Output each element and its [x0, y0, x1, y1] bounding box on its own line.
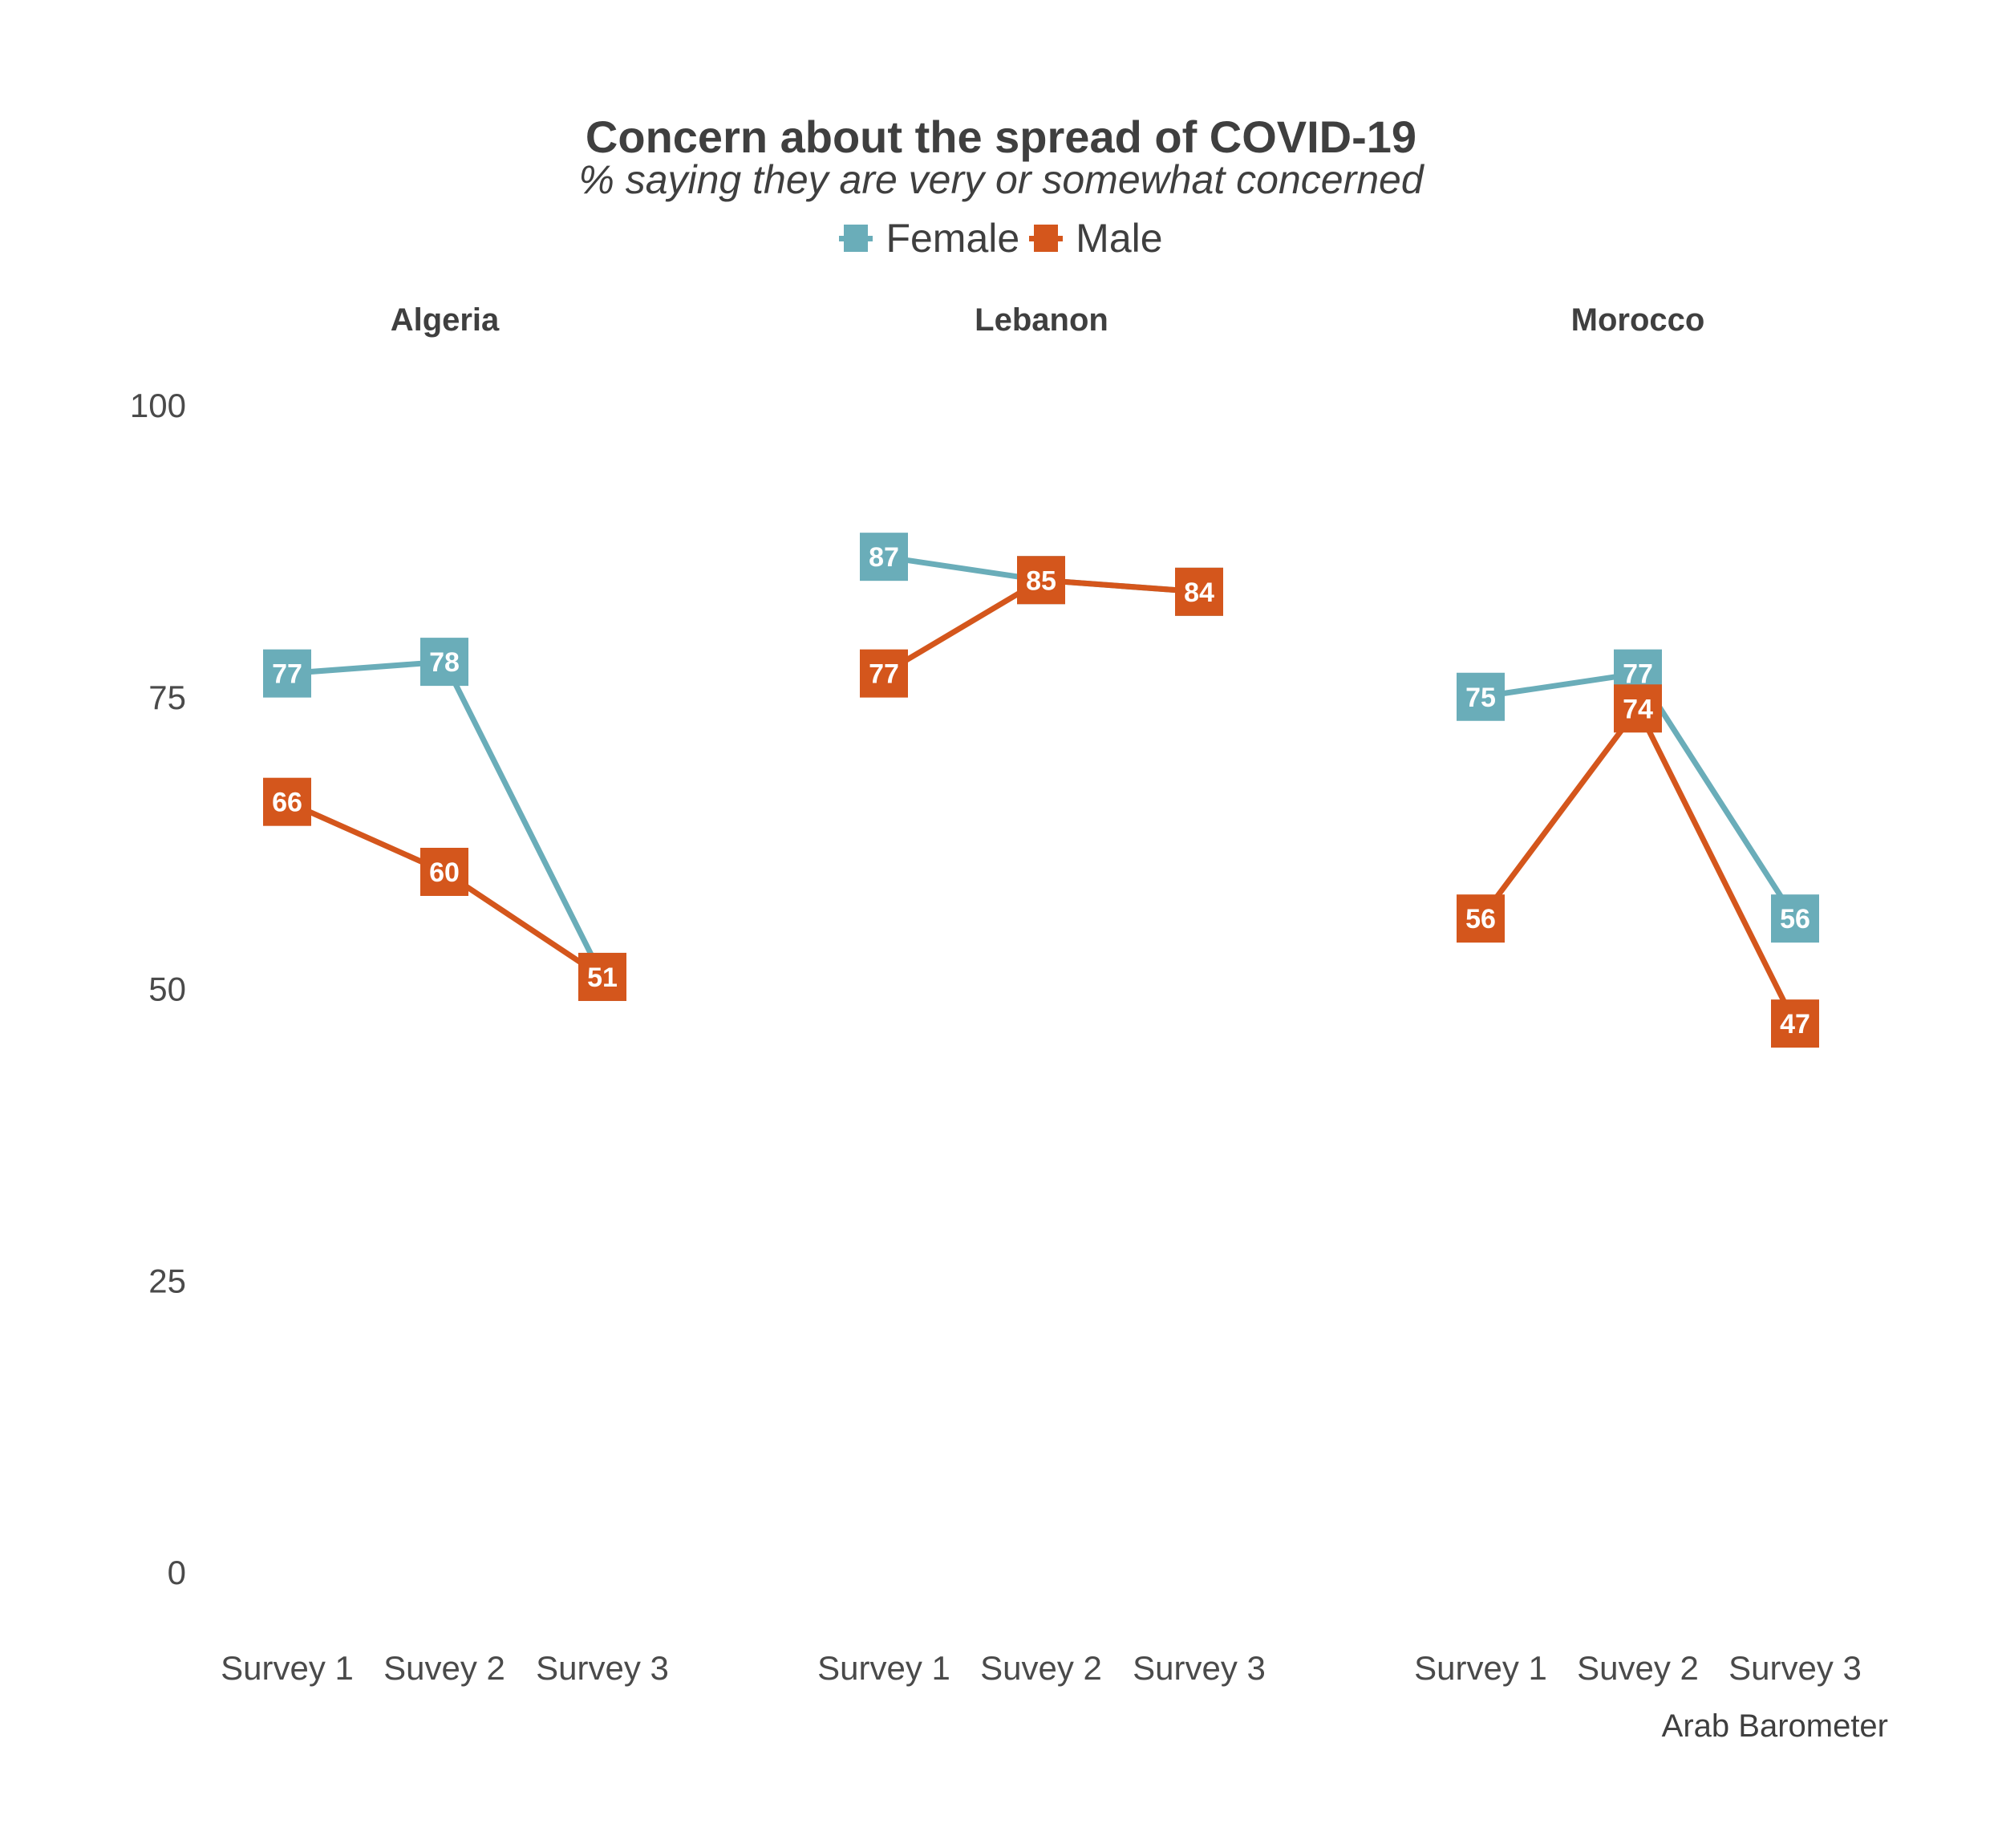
chart-caption: Arab Barometer [1661, 1708, 1888, 1744]
data-label: 51 [587, 962, 618, 993]
data-label: 77 [272, 659, 302, 690]
data-point-male [860, 649, 908, 698]
legend-label-female: Female [886, 216, 1020, 261]
data-label: 84 [1184, 578, 1214, 608]
data-point-female [420, 638, 468, 687]
x-tick-label: Suvey 2 [1577, 1649, 1699, 1687]
data-point-male [1457, 894, 1505, 943]
data-point-male [578, 952, 626, 1001]
y-tick-label: 0 [168, 1554, 186, 1591]
data-label: 77 [869, 659, 899, 690]
legend: Female Male [0, 215, 2002, 261]
panel-title: Morocco [1571, 302, 1705, 338]
data-point-female [860, 533, 908, 582]
series-line-male [1477, 705, 1798, 1027]
data-label: 56 [1780, 904, 1810, 934]
data-point-male [420, 848, 468, 896]
data-point-male [1017, 556, 1065, 605]
data-point-male [263, 777, 311, 826]
x-tick-label: Survey 3 [1728, 1649, 1862, 1687]
x-tick-label: Survey 1 [817, 1649, 950, 1687]
legend-item-male: Male [1029, 215, 1163, 261]
chart-subtitle: % saying they are very or somewhat conce… [578, 157, 1424, 202]
data-label: 87 [869, 542, 899, 573]
y-tick-label: 75 [148, 679, 186, 716]
y-tick-label: 100 [130, 387, 186, 424]
data-point-female [1771, 894, 1819, 943]
data-label: 47 [1780, 1009, 1810, 1040]
x-tick-label: Survey 1 [1414, 1649, 1547, 1687]
data-label: 74 [1623, 694, 1653, 724]
data-point-male [1175, 567, 1223, 616]
data-point-male [1614, 684, 1662, 733]
x-tick-label: Survey 3 [1133, 1649, 1266, 1687]
series-line-female [284, 659, 606, 980]
data-label: 75 [1465, 683, 1496, 713]
data-label: 78 [429, 647, 460, 678]
panel-title: Lebanon [975, 302, 1108, 338]
y-tick-label: 50 [148, 971, 186, 1008]
panel-title: Algeria [391, 302, 500, 338]
panel-algeria: Algeria Survey 1 Suvey 2 Survey 3 77 78 51 66 60… [221, 302, 669, 1687]
x-tick-label: Survey 3 [536, 1649, 669, 1687]
x-tick-label: Survey 1 [221, 1649, 354, 1687]
data-label: 56 [1465, 904, 1496, 934]
y-tick-label: 25 [148, 1262, 186, 1299]
chart-title: Concern about the spread of COVID-19 [585, 111, 1417, 162]
legend-key-male [1029, 225, 1064, 252]
legend-key-female [839, 225, 873, 252]
data-label: 85 [1026, 565, 1056, 596]
legend-item-female: Female [839, 215, 1019, 261]
data-point-male [1771, 999, 1819, 1048]
data-label: 66 [272, 788, 302, 818]
data-point-female [1457, 672, 1505, 721]
data-label: 60 [429, 857, 460, 888]
data-point-female [263, 649, 311, 698]
x-tick-label: Suvey 2 [980, 1649, 1102, 1687]
legend-label-male: Male [1076, 216, 1163, 261]
x-tick-label: Suvey 2 [383, 1649, 505, 1687]
